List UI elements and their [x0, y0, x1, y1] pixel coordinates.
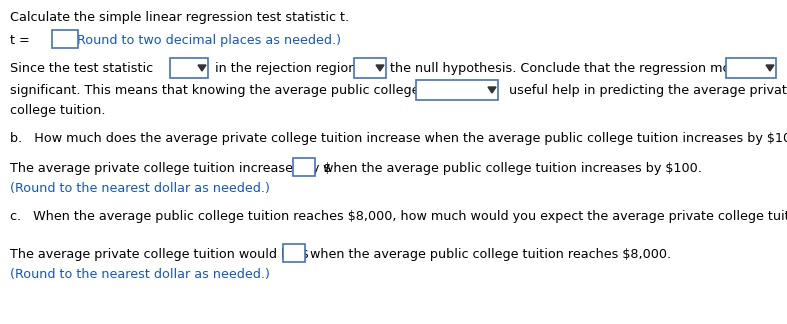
FancyBboxPatch shape [726, 58, 776, 78]
Text: the null hypothesis. Conclude that the regression model: the null hypothesis. Conclude that the r… [390, 62, 750, 75]
Text: (Round to the nearest dollar as needed.): (Round to the nearest dollar as needed.) [10, 268, 270, 281]
Text: when the average public college tuition reaches $8,000.: when the average public college tuition … [310, 248, 671, 261]
Text: The average private college tuition would be $: The average private college tuition woul… [10, 248, 309, 261]
Text: (Round to the nearest dollar as needed.): (Round to the nearest dollar as needed.) [10, 182, 270, 195]
FancyBboxPatch shape [283, 244, 305, 262]
Text: c.   When the average public college tuition reaches $8,000, how much would you : c. When the average public college tuiti… [10, 210, 787, 223]
Text: college tuition.: college tuition. [10, 104, 105, 117]
FancyBboxPatch shape [170, 58, 208, 78]
Text: when the average public college tuition increases by $100.: when the average public college tuition … [323, 162, 702, 175]
Polygon shape [198, 65, 206, 71]
Text: t =: t = [10, 34, 30, 47]
FancyBboxPatch shape [52, 30, 78, 48]
Text: The average private college tuition increases by $: The average private college tuition incr… [10, 162, 331, 175]
Polygon shape [488, 87, 496, 93]
Text: useful help in predicting the average private: useful help in predicting the average pr… [509, 84, 787, 97]
Text: Calculate the simple linear regression test statistic t.: Calculate the simple linear regression t… [10, 11, 349, 24]
Text: significant. This means that knowing the average public college tuition: significant. This means that knowing the… [10, 84, 465, 97]
Text: in the rejection region,: in the rejection region, [215, 62, 360, 75]
Text: Since the test statistic: Since the test statistic [10, 62, 153, 75]
FancyBboxPatch shape [293, 158, 315, 176]
Text: (Round to two decimal places as needed.): (Round to two decimal places as needed.) [72, 34, 341, 47]
Polygon shape [376, 65, 384, 71]
FancyBboxPatch shape [416, 80, 498, 100]
Polygon shape [766, 65, 774, 71]
Text: b.   How much does the average private college tuition increase when the average: b. How much does the average private col… [10, 132, 787, 145]
FancyBboxPatch shape [354, 58, 386, 78]
